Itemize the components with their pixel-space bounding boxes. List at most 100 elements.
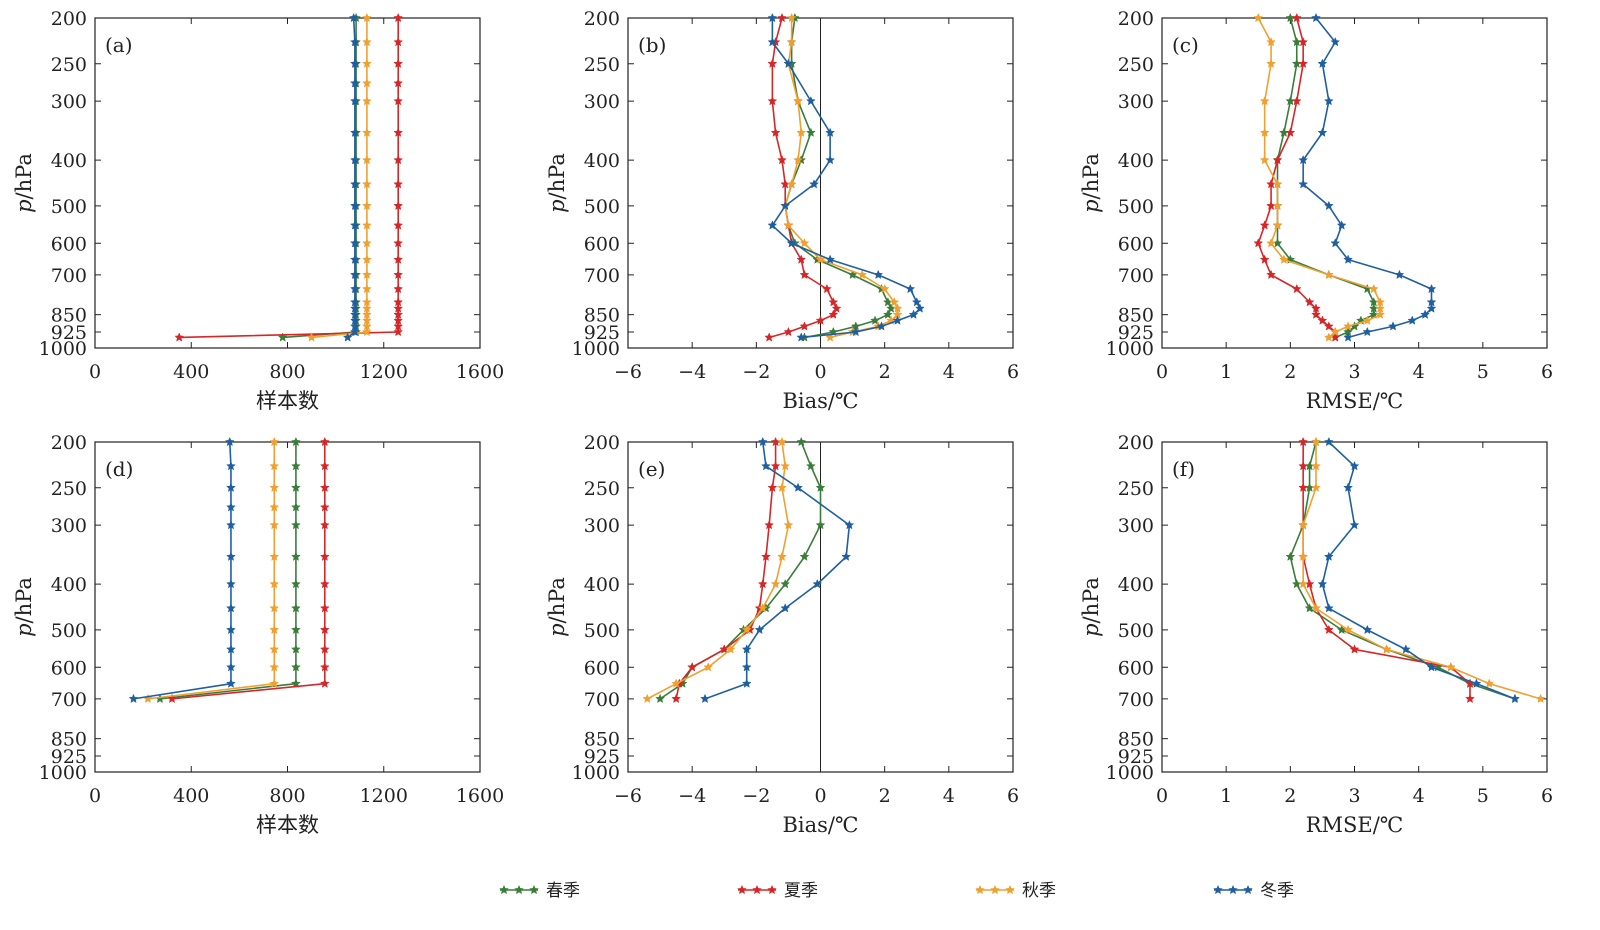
y-tick-label: 400	[51, 574, 87, 596]
data-point	[777, 482, 787, 492]
y-tick-label: 700	[584, 689, 620, 711]
x-tick-label: 1600	[456, 785, 504, 807]
data-point	[1330, 36, 1341, 47]
data-point	[1298, 519, 1309, 530]
y-tick-label: 200	[584, 432, 620, 454]
data-point	[1323, 603, 1334, 613]
y-tick-label: 1000	[1106, 338, 1154, 360]
y-axis-label-unit: /hPa	[545, 153, 569, 199]
data-point	[362, 36, 372, 47]
y-tick-label: 925	[51, 322, 87, 344]
y-tick-label: 925	[584, 322, 620, 344]
x-tick-label: −2	[742, 361, 770, 383]
data-point	[1311, 482, 1321, 492]
data-point	[786, 12, 797, 23]
series-冬季	[767, 12, 925, 342]
data-point	[226, 603, 236, 613]
data-point	[1279, 254, 1289, 264]
data-point	[1298, 154, 1309, 165]
y-tick-label: 850	[1118, 729, 1154, 751]
data-point	[362, 154, 372, 165]
y-tick-label: 600	[1118, 233, 1154, 255]
data-point	[671, 693, 682, 704]
series-秋季	[1298, 436, 1546, 704]
axes-frame	[94, 441, 481, 773]
data-point	[269, 502, 280, 512]
data-point	[780, 578, 791, 589]
data-point	[319, 624, 330, 635]
data-point	[348, 12, 359, 23]
x-tick-label: −4	[678, 785, 706, 807]
y-tick-label: 850	[584, 305, 620, 327]
data-point	[825, 154, 836, 165]
data-point	[342, 332, 353, 342]
data-point	[226, 644, 236, 654]
data-point	[1266, 36, 1276, 47]
data-point	[761, 460, 771, 471]
series-line	[659, 441, 822, 700]
series-冬季	[342, 12, 360, 342]
legend-marker	[1228, 884, 1238, 895]
y-tick-label: 1000	[572, 338, 620, 360]
data-point	[799, 321, 810, 331]
x-tick-label: 0	[89, 785, 101, 807]
x-axis-label: RMSE/℃	[1306, 389, 1404, 413]
data-point	[277, 332, 288, 342]
y-tick-label: 1000	[572, 762, 620, 784]
data-point	[1375, 309, 1386, 319]
data-point	[915, 303, 925, 313]
y-tick-label: 1000	[39, 338, 87, 360]
y-tick-label: 400	[1118, 150, 1154, 172]
x-tick-label: 6	[1541, 785, 1553, 807]
y-axis-label-unit: /hPa	[12, 153, 36, 199]
x-axis-label: RMSE/℃	[1306, 813, 1404, 837]
x-tick-label: 400	[173, 785, 209, 807]
data-point	[1311, 12, 1321, 23]
series-line	[1276, 17, 1375, 339]
data-point	[822, 283, 832, 294]
data-point	[393, 12, 404, 23]
data-point	[805, 461, 816, 471]
data-point	[269, 624, 280, 635]
y-tick-label: 1000	[39, 762, 87, 784]
data-point	[767, 482, 778, 492]
data-point	[870, 315, 880, 325]
y-tick-label: 600	[584, 233, 620, 255]
data-point	[226, 551, 236, 561]
data-point	[349, 254, 360, 264]
legend-item: 夏季	[737, 881, 818, 901]
data-point	[1291, 283, 1302, 294]
data-point	[882, 309, 893, 319]
data-point	[226, 578, 236, 589]
y-tick-label: 1000	[1106, 762, 1154, 784]
data-point	[269, 578, 280, 589]
data-point	[1349, 644, 1360, 654]
series-夏季	[174, 12, 404, 342]
data-point	[1368, 283, 1379, 294]
x-axis-label: 样本数	[256, 389, 319, 413]
data-point	[799, 551, 810, 561]
data-point	[349, 179, 360, 189]
data-point	[876, 321, 887, 331]
legend: 春季 夏季 秋季 冬季	[499, 881, 1294, 901]
data-point	[786, 179, 797, 189]
data-point	[393, 58, 404, 68]
x-tick-label: 0	[814, 361, 826, 383]
data-point	[1465, 693, 1475, 704]
data-point	[812, 578, 823, 589]
data-point	[349, 220, 360, 230]
x-tick-label: 4	[1413, 361, 1425, 383]
data-point	[783, 326, 794, 337]
y-tick-label: 250	[1118, 478, 1154, 500]
y-axis-label-unit: /hPa	[12, 577, 36, 623]
x-tick-label: 800	[269, 361, 305, 383]
data-point	[306, 332, 317, 342]
data-point	[226, 678, 236, 688]
series-秋季	[1253, 12, 1386, 342]
y-tick-label: 500	[1118, 620, 1154, 642]
y-tick-label: 500	[584, 620, 620, 642]
data-point	[269, 551, 280, 561]
data-point	[777, 551, 787, 561]
x-tick-label: 0	[814, 785, 826, 807]
